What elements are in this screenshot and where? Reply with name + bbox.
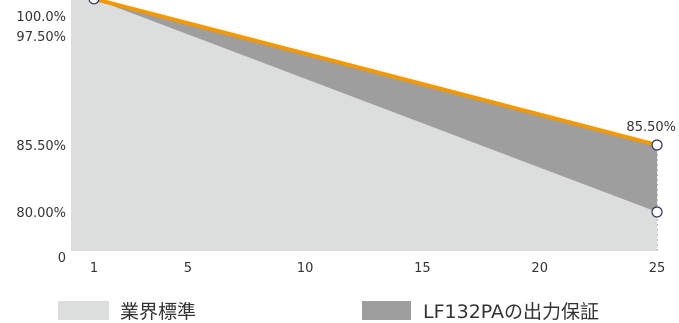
- point-industry-end: [651, 206, 663, 218]
- annotations: 85.50%: [626, 120, 676, 135]
- chart-points: [88, 0, 663, 218]
- x-tick-label: 25: [649, 261, 666, 276]
- x-tick-label: 20: [531, 261, 548, 276]
- y-tick-label: 85.50%: [16, 139, 66, 154]
- data-label-end: 85.50%: [626, 120, 676, 135]
- legend-label-product-guarantee: LF132PAの出力保証: [423, 301, 599, 323]
- x-tick-label: 5: [184, 261, 192, 276]
- y-tick-label: 0: [58, 251, 66, 266]
- line-product-guarantee: [92, 0, 659, 147]
- x-tick-label: 10: [297, 261, 314, 276]
- legend-swatch-product-guarantee: [362, 301, 411, 320]
- chart-lines: [92, 0, 659, 147]
- area-product-guarantee: [97, 0, 657, 212]
- y-axis-ticks: 0 80.00% 85.50% 97.50% 100.0%: [16, 10, 66, 266]
- x-axis-ticks: 1 5 10 15 20 25: [90, 261, 665, 276]
- y-tick-label: 97.50%: [16, 30, 66, 45]
- point-start: [88, 0, 100, 5]
- y-tick-label: 80.00%: [16, 206, 66, 221]
- y-tick-label: 100.0%: [16, 10, 66, 25]
- legend-swatch-industry-standard: [58, 301, 109, 320]
- legend: 業界標準 LF132PAの出力保証: [58, 301, 599, 323]
- x-tick-label: 1: [90, 261, 98, 276]
- area-industry-standard: [71, 0, 657, 251]
- point-product-end: [651, 139, 663, 151]
- chart-areas: [71, 0, 657, 251]
- x-tick-label: 15: [414, 261, 431, 276]
- legend-label-industry-standard: 業界標準: [120, 301, 196, 323]
